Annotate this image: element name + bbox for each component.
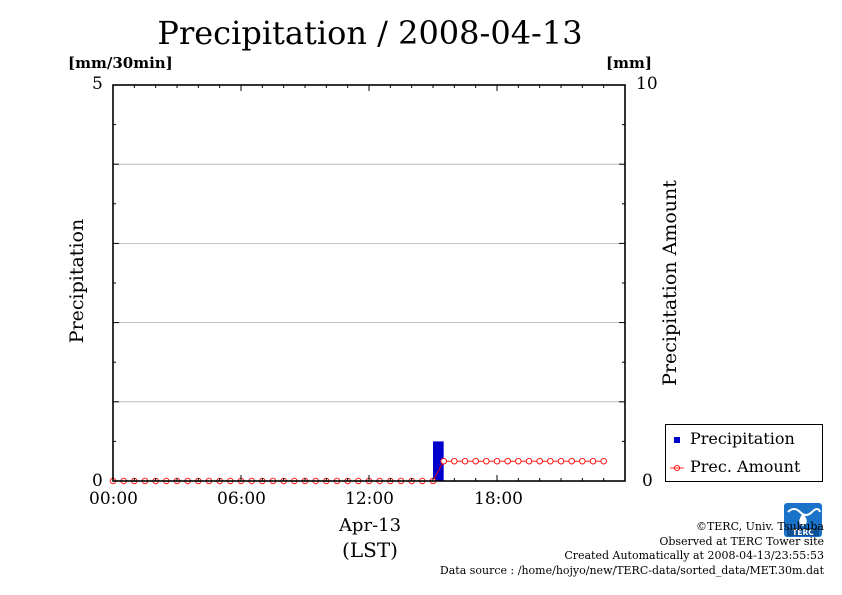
legend-item-prec-amount: Prec. Amount	[666, 455, 822, 479]
prec-amount-point	[525, 457, 533, 465]
prec-amount-point	[440, 457, 447, 465]
y-left-tick-min: 0	[92, 471, 103, 491]
source-text: Data source : /home/hojyo/new/TERC-data/…	[439, 563, 824, 577]
y-left-axis-label: Precipitation	[66, 218, 88, 344]
legend-bar-swatch	[674, 437, 680, 443]
copyright-text: ©TERC, Univ. Tsukuba	[695, 520, 824, 533]
x-axis-label: Apr-13 (LST)	[300, 514, 440, 562]
x-axis-timezone: (LST)	[342, 538, 398, 562]
y-left-tick-max: 5	[92, 74, 103, 94]
prec-amount-point	[504, 457, 511, 465]
svg-text:TERC: TERC	[792, 528, 814, 537]
prec-amount-point	[461, 457, 469, 465]
left-axis-unit: [mm/30min]	[68, 54, 173, 72]
y-right-tick-min: 0	[642, 471, 653, 491]
y-right-axis-label: Precipitation Amount	[659, 180, 681, 386]
prec-amount-point	[536, 457, 543, 465]
plot-frame	[112, 84, 626, 482]
legend-label: Precipitation	[690, 429, 795, 448]
legend-item-precipitation: Precipitation	[666, 427, 822, 451]
prec-amount-point	[568, 457, 575, 465]
x-tick-label: 12:00	[345, 489, 394, 509]
precipitation-bar	[433, 441, 444, 481]
prec-amount-point	[493, 457, 501, 465]
x-tick-label: 06:00	[217, 489, 266, 509]
prec-amount-point	[515, 457, 522, 465]
observed-text: Observed at TERC Tower site	[659, 534, 824, 548]
created-text: Created Automatically at 2008-04-13/23:5…	[564, 549, 824, 562]
x-axis-date: Apr-13	[338, 515, 402, 536]
prec-amount-point	[472, 457, 479, 465]
prec-amount-point	[547, 457, 554, 465]
prec-amount-point	[451, 457, 458, 465]
legend-label: Prec. Amount	[690, 457, 801, 476]
x-tick-label: 00:00	[89, 489, 138, 509]
terc-logo: TERC	[784, 503, 822, 537]
prec-amount-point	[600, 457, 607, 465]
y-right-tick-max: 10	[636, 74, 658, 94]
prec-amount-point	[589, 457, 597, 465]
prec-amount-point	[557, 457, 565, 465]
legend: Precipitation Prec. Amount	[665, 424, 823, 482]
prec-amount-point	[483, 457, 490, 465]
x-tick-label: 18:00	[474, 489, 523, 509]
prec-amount-point	[579, 457, 586, 465]
right-axis-unit: [mm]	[606, 54, 652, 72]
chart-title: Precipitation / 2008-04-13	[157, 14, 583, 52]
credits: ©TERC, Univ. Tsukuba Observed at TERC To…	[440, 520, 824, 578]
legend-line-marker	[670, 464, 684, 472]
